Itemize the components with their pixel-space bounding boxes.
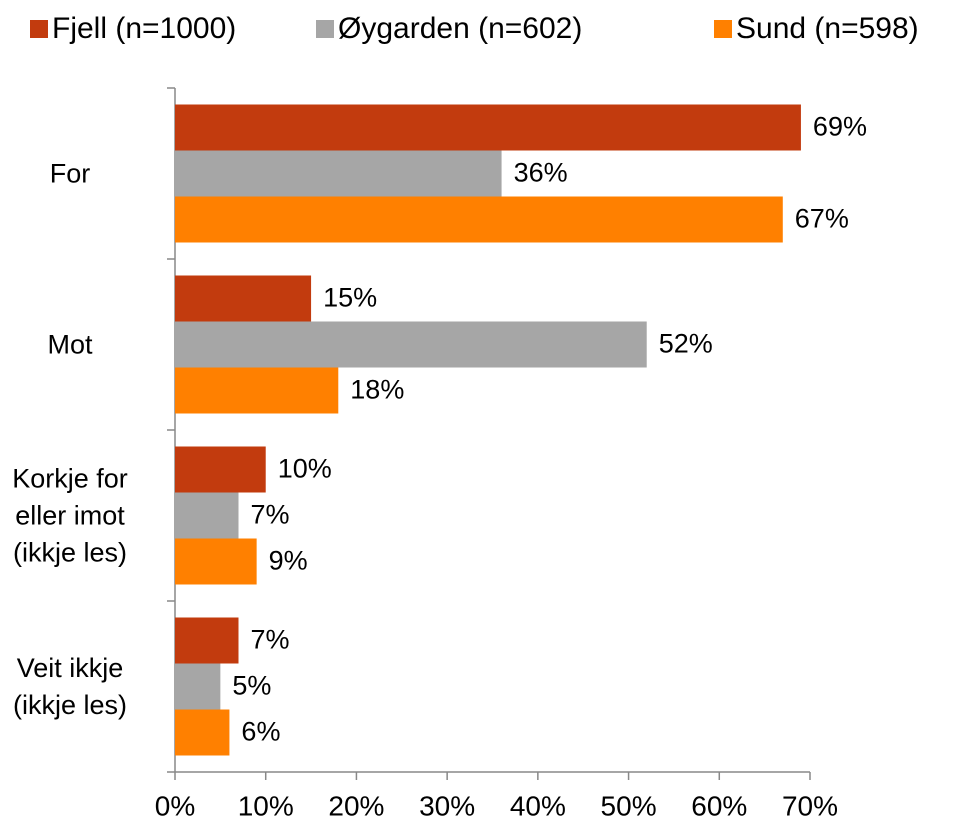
legend-label: Øygarden (n=602) [338,12,582,45]
bar [175,104,801,151]
value-label: 36% [514,158,568,188]
x-tick-label: 0% [155,790,195,821]
x-tick-label: 20% [328,790,384,821]
x-tick-label: 30% [419,790,475,821]
x-tick-label: 70% [782,790,838,821]
legend-label: Fjell (n=1000) [52,12,236,45]
bar [175,321,647,368]
category-label: For [49,158,91,188]
x-tick-label: 10% [238,790,294,821]
bar [175,367,339,414]
value-label: 69% [813,112,867,142]
x-tick-label: 60% [691,790,747,821]
bar [175,492,239,539]
value-label: 10% [278,454,332,484]
bar [175,617,239,664]
value-label: 5% [232,671,271,701]
x-tick-label: 40% [510,790,566,821]
value-label: 7% [251,500,290,530]
bar [175,196,783,243]
bar [175,663,221,710]
value-label: 6% [241,717,280,747]
category-label: Korkje for eller imot (ikkje les) [12,463,128,567]
category-label: Mot [47,329,93,359]
value-label: 52% [659,329,713,359]
value-label: 15% [323,283,377,313]
value-label: 7% [251,625,290,655]
bar [175,150,502,197]
value-label: 67% [795,204,849,234]
value-label: 9% [269,546,308,576]
category-label: Veit ikkje (ikkje les) [12,652,127,720]
bar [175,446,266,493]
x-tick-label: 50% [601,790,657,821]
legend-swatch [30,20,48,38]
legend-swatch [316,20,334,38]
bar [175,275,312,322]
bar [175,709,230,756]
legend-swatch [714,20,732,38]
bar [175,538,257,585]
value-label: 18% [350,375,404,405]
legend-label: Sund (n=598) [736,12,919,45]
